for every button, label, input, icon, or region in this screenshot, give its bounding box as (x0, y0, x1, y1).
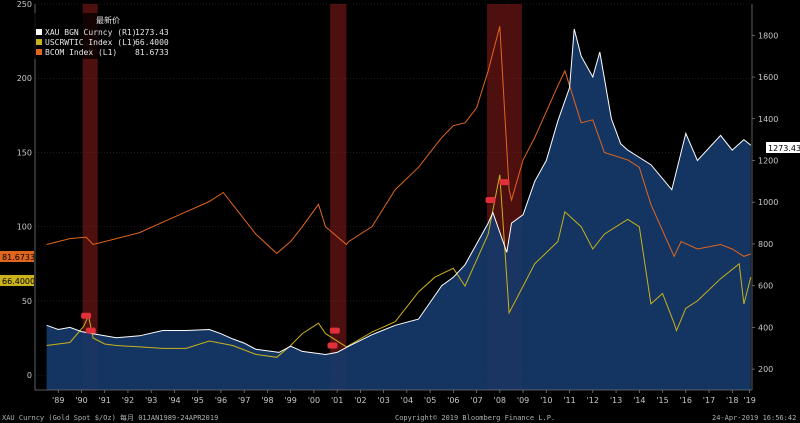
x-tick-label: '94 (168, 396, 180, 405)
left-tick-label: 0 (27, 371, 32, 380)
right-tick-label: 800 (758, 240, 773, 249)
left-tick-label: 200 (17, 74, 32, 83)
last-value-tags: 1273.43 81.6733 66.4000 (0, 142, 800, 286)
x-tick-label: '15 (656, 396, 668, 405)
legend-oil-name: USCRWTIC Index (L1) (45, 38, 137, 47)
footer-left: XAU Curncy (Gold Spot $/Oz) 每月 01JAN1989… (2, 413, 218, 422)
x-tick-label: '12 (587, 396, 599, 405)
recession-band (82, 4, 98, 390)
right-tick-label: 1000 (758, 198, 778, 207)
gold-last-label: 1273.43 (768, 144, 800, 153)
x-tick-label: '90 (75, 396, 87, 405)
bcom-last-tag (0, 251, 34, 262)
event-marker (499, 179, 510, 186)
x-tick-label: '10 (540, 396, 552, 405)
x-tick-label: '07 (470, 396, 482, 405)
oil-line (46, 174, 752, 358)
left-tick-label: 250 (17, 0, 32, 9)
x-tick-label: '08 (494, 396, 506, 405)
gold-area-fill (46, 29, 751, 390)
left-tick-label: 100 (17, 223, 32, 232)
x-tick-label: '91 (99, 396, 111, 405)
x-tick-label: '04 (401, 396, 413, 405)
event-marker (81, 312, 92, 319)
legend-gold-value: 1273.43 (135, 28, 169, 37)
x-tick-label: '95 (191, 396, 203, 405)
right-tick-label: 1200 (758, 156, 778, 165)
recession-band (330, 4, 347, 390)
right-tick-label: 200 (758, 365, 773, 374)
x-tick-label: '89 (52, 396, 64, 405)
event-marker (329, 327, 340, 334)
x-tick-label: '99 (284, 396, 296, 405)
event-markers (81, 179, 510, 349)
footer-right: 24-Apr-2019 16:56:42 (712, 414, 796, 422)
legend-box (33, 13, 167, 59)
legend-bcom-value: 81.6733 (135, 48, 169, 57)
x-tick-label: '00 (308, 396, 320, 405)
left-tick-label: 50 (22, 297, 32, 306)
event-marker (485, 196, 496, 203)
bcom-line (46, 26, 751, 258)
right-tick-label: 600 (758, 282, 773, 291)
event-marker (85, 327, 96, 334)
legend-swatch-gold (36, 29, 42, 35)
gold-last-tag (766, 142, 800, 153)
x-tick-label: '98 (261, 396, 273, 405)
legend-oil-value: 66.4000 (135, 38, 169, 47)
series-lines (46, 26, 752, 358)
legend-swatch-bcom (36, 49, 42, 55)
oil-last-tag (0, 275, 34, 286)
x-tick-label: '02 (354, 396, 366, 405)
oil-last-label: 66.4000 (2, 277, 35, 286)
legend-bcom-name: BCOM Index (L1) (45, 48, 117, 57)
right-tick-label: 400 (758, 323, 773, 332)
x-tick-label: '17 (703, 396, 715, 405)
x-tick-label: '18 (726, 396, 738, 405)
footer-center: Copyright© 2019 Bloomberg Finance L.P. (395, 414, 555, 422)
bcom-last-label: 81.6733 (2, 253, 35, 262)
legend-swatch-oil (36, 39, 42, 45)
x-tick-label: '03 (377, 396, 389, 405)
x-tick-label: '93 (145, 396, 157, 405)
event-marker (327, 342, 338, 349)
right-tick-label: 1800 (758, 31, 778, 40)
x-tick-label: '14 (633, 396, 645, 405)
x-tick-label: '19 (743, 396, 755, 405)
gold-line (46, 28, 752, 356)
gold-area (46, 29, 751, 390)
legend-title: 最新价 (96, 15, 120, 25)
x-tick-label: '05 (424, 396, 436, 405)
x-tick-label: '13 (610, 396, 622, 405)
x-tick-label: '11 (563, 396, 575, 405)
x-tick-label: '96 (215, 396, 227, 405)
x-tick-label: '09 (517, 396, 529, 405)
x-tick-label: '16 (680, 396, 692, 405)
x-tick-label: '97 (238, 396, 250, 405)
axes: 0 50 100 150 200 250 200 400 600 800 1000 1200 1400 1… (17, 0, 779, 405)
legend-gold-name: XAU BGN Curncy (R1) (45, 28, 137, 37)
right-tick-label: 1600 (758, 73, 778, 82)
right-tick-label: 1400 (758, 115, 778, 124)
x-tick-label: '01 (331, 396, 343, 405)
x-tick-label: '06 (447, 396, 459, 405)
legend: 最新价 XAU BGN Curncy (R1) 1273.43 USCRWTIC… (33, 13, 169, 59)
left-tick-label: 150 (17, 148, 32, 157)
x-tick-label: '92 (122, 396, 134, 405)
